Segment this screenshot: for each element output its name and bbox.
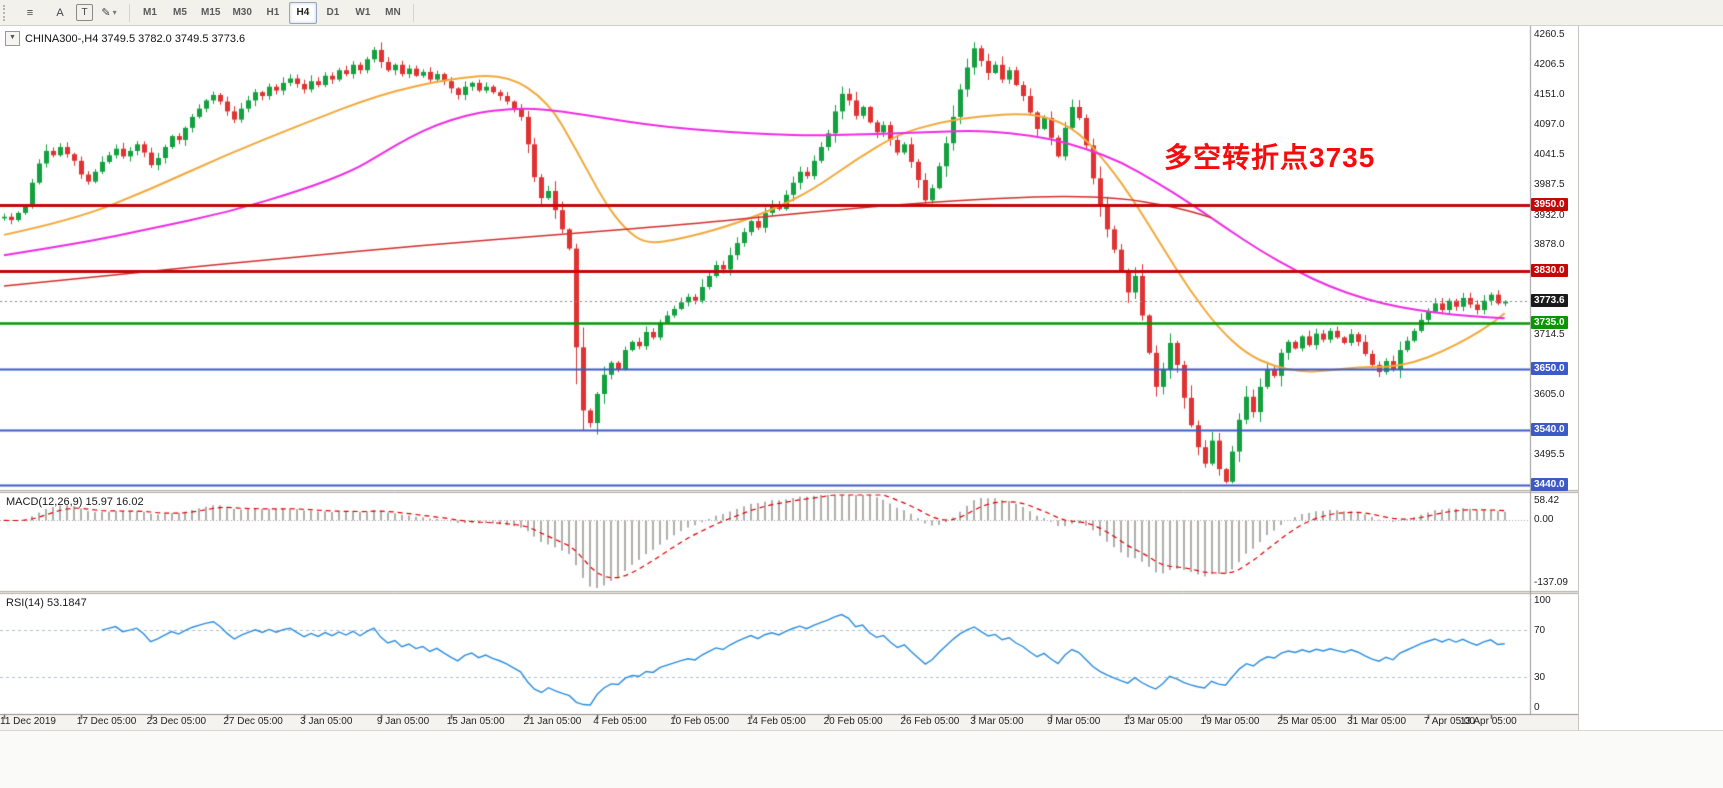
chart-list-button[interactable]: ≡ (16, 2, 44, 24)
price-tick-label: 4206.5 (1534, 58, 1565, 70)
time-label: 9 Mar 05:00 (1047, 716, 1101, 727)
time-label: 14 Feb 05:00 (746, 716, 806, 727)
price-tick-label: 4097.0 (1534, 119, 1565, 131)
time-label: 13 Mar 05:00 (1123, 716, 1183, 727)
time-label: 27 Dec 05:00 (223, 716, 283, 727)
time-label: 10 Feb 05:00 (670, 716, 730, 727)
macd-label: MACD(12,26,9) 15.97 16.02 (6, 496, 144, 508)
rsi-axis-label: 70 (1534, 624, 1546, 636)
time-label: 11 Dec 2019 (0, 716, 56, 727)
price-tick-label: 3932.0 (1534, 209, 1565, 221)
chart-annotation-text[interactable]: 多空转折点3735 (1164, 142, 1376, 173)
cursor-icon: A (56, 6, 64, 19)
toolbar-separator (129, 3, 130, 22)
chart-list-icon: ≡ (26, 6, 34, 19)
price-level-badge: 3440.0 (1531, 477, 1568, 491)
price-level-badge: 3540.0 (1531, 422, 1568, 436)
price-tick-label: 3878.0 (1534, 239, 1565, 251)
chart-canvas[interactable] (0, 26, 1578, 730)
macd-axis-label: -137.09 (1534, 577, 1568, 588)
time-label: 3 Mar 05:00 (970, 716, 1024, 727)
text-tool-button[interactable]: T (76, 4, 93, 21)
cursor-button[interactable]: A (46, 2, 74, 24)
price-tick-label: 3987.5 (1534, 179, 1565, 191)
toolbar-separator (412, 3, 414, 22)
macd-axis-label: 58.42 (1534, 495, 1560, 506)
time-label: 20 Feb 05:00 (823, 716, 883, 727)
time-label: 3 Jan 05:00 (300, 716, 353, 727)
time-label: 7 Apr 05:00 (1423, 716, 1476, 727)
time-label: 19 Mar 05:00 (1200, 716, 1260, 727)
timeframe-h4-button[interactable]: H4 (288, 1, 317, 24)
price-level-badge: 3950.0 (1531, 197, 1568, 211)
price-tick-label: 3495.5 (1534, 449, 1565, 461)
timeframe-m30-button[interactable]: M30 (232, 7, 252, 18)
time-label: 9 Jan 05:00 (376, 716, 430, 727)
price-tick-label: 4041.5 (1534, 149, 1565, 161)
price-tick-label: 3605.0 (1534, 388, 1565, 400)
rsi-axis-label: 100 (1534, 595, 1551, 606)
price-level-badge: 3735.0 (1531, 315, 1568, 329)
one-click-trading-toggle[interactable]: ▼ (5, 31, 20, 46)
timeframe-w1-button[interactable]: W1 (355, 7, 371, 18)
main-toolbar: ≡ A T ✎ ▾ M1 M5 M15 M30 H1 H4 D1 W1 MN (0, 0, 1723, 26)
price-level-badge: 3773.6 (1531, 294, 1568, 308)
drawing-tools-icon: ✎ (101, 7, 111, 19)
price-tick-label: 3714.5 (1534, 328, 1565, 340)
price-tick-label: 4260.5 (1534, 29, 1565, 41)
price-tick-label: 4151.0 (1534, 89, 1565, 101)
time-label: 17 Dec 05:00 (76, 716, 137, 727)
rsi-axis-label: 0 (1534, 702, 1540, 713)
time-label: 25 Mar 05:00 (1277, 716, 1337, 727)
drawing-tools-button[interactable]: ✎ ▾ (95, 2, 123, 24)
time-label: 23 Dec 05:00 (146, 716, 207, 727)
timeframe-m5-button[interactable]: M5 (173, 7, 187, 18)
bottom-area (0, 730, 1723, 788)
time-label: 4 Feb 05:00 (593, 716, 647, 727)
timeframe-mn-button[interactable]: MN (385, 7, 401, 18)
time-label: 26 Feb 05:00 (900, 716, 960, 727)
text-tool-icon: T (81, 7, 88, 18)
toolbar-grip[interactable] (3, 4, 10, 21)
chart-title: CHINA300-,H4 3749.5 3782.0 3749.5 3773.6 (25, 32, 246, 45)
chart-panel: ▼ CHINA300-,H4 3749.5 3782.0 3749.5 3773… (0, 26, 1579, 730)
time-label: 31 Mar 05:00 (1347, 716, 1407, 727)
tool-icon-group: ≡ A T ✎ ▾ (16, 2, 123, 24)
macd-axis-label: 0.00 (1534, 514, 1554, 526)
chart-header: ▼ CHINA300-,H4 3749.5 3782.0 3749.5 3773… (5, 31, 245, 46)
time-label: 15 Jan 05:00 (446, 716, 505, 727)
price-axis[interactable]: 4260.5 4206.5 4151.0 4097.0 4041.5 3987.5 3932… (1530, 26, 1578, 714)
time-axis[interactable]: 11 Dec 2019 17 Dec 05:00 23 Dec 05:00 27 De… (0, 714, 1578, 730)
rsi-axis-label: 30 (1534, 672, 1546, 684)
price-level-badge: 3650.0 (1531, 362, 1568, 376)
chevron-down-icon: ▾ (112, 8, 117, 17)
price-level-badge: 3830.0 (1531, 263, 1568, 277)
time-label: 21 Jan 05:00 (523, 716, 582, 727)
rsi-label: RSI(14) 53.1847 (6, 597, 87, 609)
timeframe-m1-button[interactable]: M1 (143, 7, 157, 18)
timeframe-d1-button[interactable]: D1 (326, 7, 340, 18)
timeframe-m15-button[interactable]: M15 (201, 7, 221, 18)
timeframe-group: M1 M5 M15 M30 H1 H4 D1 W1 MN (136, 1, 407, 24)
time-label: 13 Apr 05:00 (1460, 716, 1517, 727)
timeframe-h1-button[interactable]: H1 (266, 7, 280, 18)
